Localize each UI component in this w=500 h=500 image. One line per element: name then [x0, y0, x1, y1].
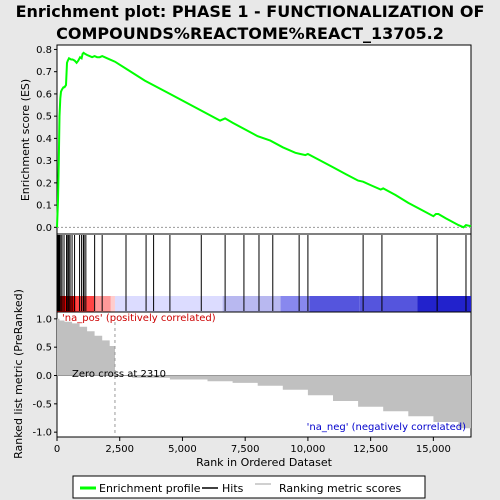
hits-panel: [56, 233, 472, 313]
rank-color-band: [359, 296, 418, 312]
legend-label-ranking-metric: Ranking metric scores: [279, 482, 401, 495]
es-ytick-label: 0.5: [36, 112, 52, 123]
es-ytick-label: 0.6: [36, 89, 52, 100]
es-ytick-label: 0.8: [36, 45, 52, 56]
es-ytick-label: 0.7: [36, 67, 52, 78]
xtick-label: 7,500: [231, 444, 260, 455]
xtick-label: 2,500: [105, 444, 134, 455]
rank-color-band: [110, 296, 115, 312]
es-ytick-label: 0.2: [36, 178, 52, 189]
rank-color-band: [222, 296, 281, 312]
metric-plot-area: [56, 311, 472, 438]
metric-y-axis-label: Ranked list metric (PreRanked): [12, 289, 25, 459]
xtick-label: 10,000: [290, 444, 325, 455]
positive-correlation-label: 'na_pos' (positively correlated): [62, 313, 216, 324]
xtick-label: 12,500: [353, 444, 388, 455]
chart-title-line1: Enrichment plot: PHASE 1 - FUNCTIONALIZA…: [16, 2, 485, 21]
metric-ytick-label: -1.0: [32, 428, 52, 439]
negative-correlation-label: 'na_neg' (negatively correlated): [307, 422, 466, 433]
rank-color-band: [280, 296, 310, 312]
es-ytick-label: 0.0: [36, 223, 52, 234]
metric-ytick-label: 0.5: [36, 343, 52, 354]
legend-box: [72, 475, 426, 499]
x-axis-label: Rank in Ordered Dataset: [196, 456, 333, 469]
rank-color-band: [114, 296, 223, 312]
enrichment-profile-line: [56, 51, 472, 229]
legend: Enrichment profile Hits Ranking metric s…: [72, 475, 426, 499]
es-y-axis-label: Enrichment score (ES): [19, 79, 32, 201]
xtick-label: 5,000: [168, 444, 197, 455]
chart-title-line2: COMPOUNDS%REACTOME%REACT_13705.2: [56, 24, 444, 43]
xtick-label: 0: [54, 444, 60, 455]
es-plot-area: [56, 44, 472, 235]
legend-label-enrichment-profile: Enrichment profile: [99, 482, 201, 495]
metric-ytick-label: 0.0: [36, 371, 52, 382]
zero-cross-label: Zero cross at 2310: [72, 369, 166, 380]
es-ytick-label: 0.1: [36, 201, 52, 212]
metric-ytick-label: 1.0: [36, 314, 52, 325]
xtick-label: 15,000: [416, 444, 451, 455]
rank-color-band: [417, 296, 471, 312]
es-ytick-label: 0.4: [36, 134, 52, 145]
metric-ytick-label: -0.5: [32, 399, 52, 410]
es-ytick-label: 0.3: [36, 156, 52, 167]
rank-color-band: [75, 296, 95, 312]
es-panel: 0.0 0.1 0.2 0.3 0.4 0.5 0.6 0.7 0.8 Enrichment s…: [19, 44, 472, 235]
rank-color-band: [309, 296, 360, 312]
metric-panel: -1.0 -0.5 0.0 0.5 1.0 0 2,500 5,000 7,500 10,000…: [12, 289, 472, 469]
legend-label-hits: Hits: [222, 482, 244, 495]
